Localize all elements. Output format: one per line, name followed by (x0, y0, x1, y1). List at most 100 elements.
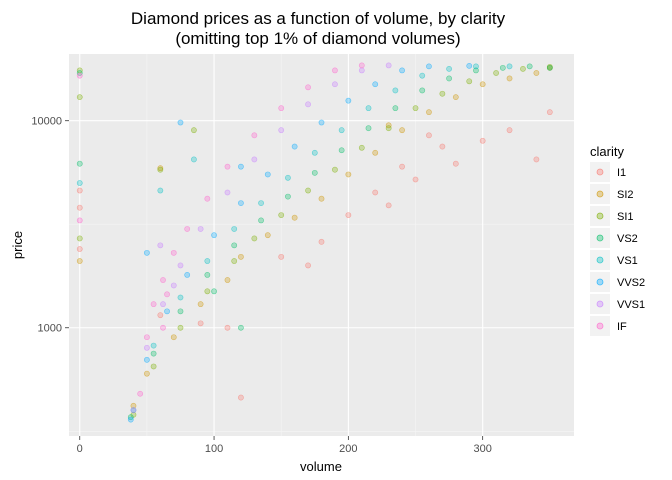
data-point (526, 63, 533, 70)
data-point (143, 356, 150, 363)
legend-key-bg (590, 162, 610, 182)
x-tick-label: 200 (339, 443, 357, 455)
data-point (452, 94, 459, 101)
data-point (419, 72, 426, 79)
series-vs2 (76, 63, 553, 421)
data-point (278, 127, 285, 134)
data-point (76, 204, 83, 211)
data-point (130, 402, 137, 409)
data-point (285, 174, 291, 181)
data-point (76, 72, 83, 79)
y-tick-label: 1000 (38, 323, 62, 335)
data-point (318, 195, 325, 202)
data-point (305, 101, 311, 108)
data-point (332, 81, 338, 88)
data-point (76, 94, 83, 101)
data-point (197, 226, 204, 232)
data-point (170, 334, 177, 341)
legend-key (596, 190, 604, 198)
legend-label: VVS1 (617, 299, 645, 311)
data-point (76, 258, 83, 264)
legend-label: VS1 (617, 255, 638, 267)
data-point (338, 127, 345, 134)
data-point (479, 81, 486, 88)
data-point (426, 109, 432, 116)
legend-key (596, 212, 604, 220)
data-point (177, 294, 184, 301)
data-point (305, 84, 311, 91)
data-point (204, 258, 211, 264)
data-point (143, 334, 150, 341)
legend-key (596, 278, 604, 286)
data-point (170, 282, 177, 289)
x-tick-label: 0 (77, 443, 83, 455)
data-point (412, 176, 419, 183)
axis-ticks: 0 100 200 300 1000 10000 (31, 116, 491, 455)
data-point (211, 232, 217, 239)
legend-key-bg (590, 316, 610, 336)
legend-label: VVS2 (617, 277, 645, 289)
data-point (278, 105, 285, 112)
data-point (506, 127, 513, 134)
data-point (385, 62, 392, 69)
data-point (372, 81, 379, 88)
data-point (191, 156, 197, 163)
data-point (466, 62, 473, 69)
data-point (358, 144, 365, 151)
legend: I1 SI2 SI1 VS2 VS1 VVS2 VVS1 IF (590, 162, 645, 336)
data-point (238, 253, 244, 260)
data-point (533, 156, 540, 163)
data-point (446, 75, 452, 82)
data-point (365, 105, 372, 112)
chart-title: Diamond prices as a function of volume, … (131, 9, 506, 28)
data-point (76, 246, 83, 252)
data-point (231, 226, 238, 232)
data-point (546, 109, 553, 116)
chart-subtitle: (omitting top 1% of diamond volumes) (175, 29, 460, 48)
data-point (291, 143, 298, 150)
data-point (76, 217, 83, 224)
data-points (76, 62, 553, 423)
data-point (358, 62, 365, 69)
data-point (332, 67, 338, 74)
legend-label: SI1 (617, 211, 634, 223)
data-point (150, 350, 157, 357)
data-point (258, 200, 264, 206)
data-point (231, 242, 238, 249)
legend-key-bg (590, 272, 610, 292)
data-point (143, 370, 150, 377)
data-point (305, 187, 311, 194)
data-point (345, 212, 352, 219)
data-point (191, 127, 197, 134)
legend-label: IF (617, 321, 627, 333)
data-point (177, 119, 184, 126)
data-point (278, 212, 285, 219)
data-point (127, 416, 134, 423)
data-point (258, 217, 264, 224)
data-point (318, 119, 325, 126)
legend-key (596, 256, 604, 264)
data-point (399, 127, 405, 134)
data-point (466, 78, 473, 85)
plot-panel (69, 54, 574, 436)
data-point (160, 277, 166, 283)
series-i1 (76, 109, 553, 401)
legend-title: clarity (590, 144, 624, 159)
data-point (473, 67, 479, 74)
data-point (305, 262, 311, 269)
data-point (238, 394, 244, 401)
data-point (224, 189, 231, 196)
data-point (446, 65, 452, 72)
y-tick-label: 10000 (31, 116, 62, 128)
data-point (76, 187, 83, 194)
data-point (157, 187, 164, 194)
data-point (479, 137, 486, 144)
data-point (143, 249, 150, 256)
data-point (130, 407, 137, 414)
data-point (439, 143, 446, 150)
data-point (160, 324, 166, 331)
series-vvs1 (130, 62, 392, 414)
data-point (224, 277, 231, 283)
data-point (238, 163, 244, 170)
